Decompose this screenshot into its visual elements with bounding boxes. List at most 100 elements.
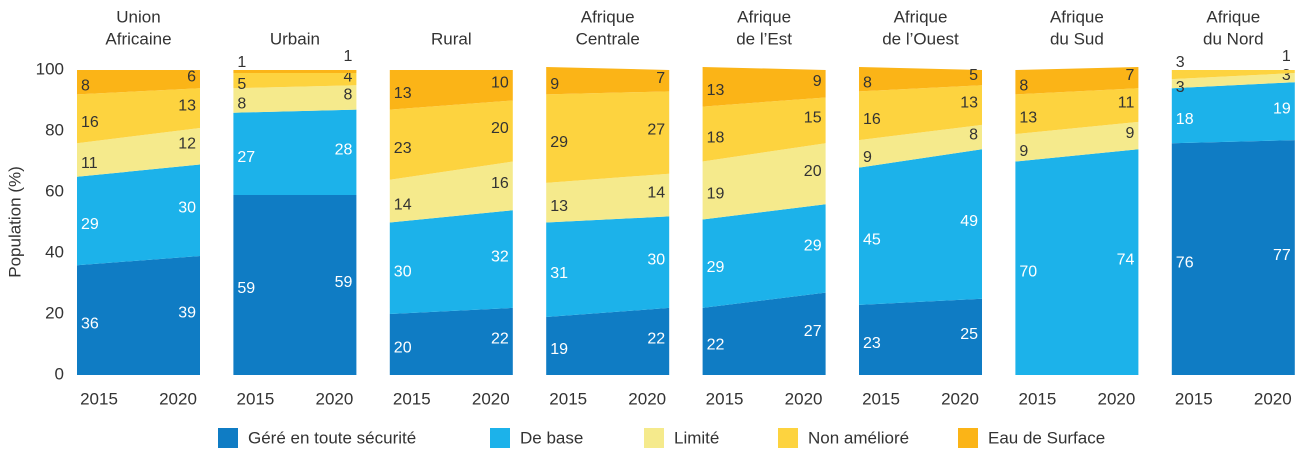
value-label: 7 bbox=[1125, 67, 1134, 84]
value-label: 20 bbox=[491, 120, 509, 137]
area-layer bbox=[77, 70, 200, 95]
x-tick-label: 2020 bbox=[472, 389, 510, 408]
legend-swatch bbox=[644, 428, 664, 448]
value-label: 9 bbox=[1125, 125, 1134, 142]
y-axis-label: Population (%) bbox=[5, 166, 24, 278]
value-label: 18 bbox=[707, 129, 725, 146]
value-label: 20 bbox=[804, 163, 822, 180]
area-layer bbox=[233, 70, 357, 74]
panel-title: Rural bbox=[431, 29, 472, 48]
value-label: 29 bbox=[804, 238, 822, 255]
panel-title: Centrale bbox=[576, 29, 640, 48]
value-label: 19 bbox=[707, 186, 725, 203]
y-tick-label: 40 bbox=[45, 242, 64, 261]
value-label: 10 bbox=[491, 74, 509, 91]
legend-label: De base bbox=[520, 428, 583, 447]
value-label: 1 bbox=[1282, 48, 1291, 65]
value-label: 29 bbox=[707, 259, 725, 276]
area-layer bbox=[702, 143, 826, 220]
value-label: 19 bbox=[550, 341, 568, 358]
panel-title: Afrique bbox=[1050, 7, 1104, 26]
value-label: 9 bbox=[813, 73, 822, 90]
x-tick-label: 2015 bbox=[549, 389, 587, 408]
area-layer bbox=[389, 161, 513, 223]
value-label: 9 bbox=[550, 76, 559, 93]
x-tick-label: 2015 bbox=[236, 389, 274, 408]
value-label: 16 bbox=[863, 111, 881, 128]
value-label: 15 bbox=[804, 110, 822, 127]
panel-title: Afrique bbox=[737, 7, 791, 26]
value-label: 28 bbox=[335, 142, 353, 159]
area-layer bbox=[233, 195, 357, 375]
area-layer bbox=[546, 307, 670, 375]
area-layer bbox=[702, 66, 826, 107]
value-label: 30 bbox=[178, 200, 196, 217]
value-label: 4 bbox=[343, 68, 352, 85]
value-label: 9 bbox=[1019, 143, 1028, 160]
value-label: 23 bbox=[863, 335, 881, 352]
area-layer bbox=[1015, 88, 1139, 135]
panel-title: de l’Est bbox=[736, 29, 792, 48]
value-label: 14 bbox=[647, 184, 665, 201]
panel-title: Africaine bbox=[105, 29, 171, 48]
area-layer bbox=[233, 85, 357, 113]
panel-title: Afrique bbox=[1206, 7, 1260, 26]
value-label: 14 bbox=[394, 196, 412, 213]
legend-swatch bbox=[218, 428, 238, 448]
value-label: 5 bbox=[237, 76, 246, 93]
value-label: 36 bbox=[81, 315, 99, 332]
value-label: 30 bbox=[394, 263, 412, 280]
value-label: 11 bbox=[81, 155, 98, 172]
y-tick-label: 80 bbox=[45, 120, 64, 139]
value-label: 3 bbox=[1282, 67, 1291, 84]
area-layer bbox=[77, 256, 200, 375]
value-label: 16 bbox=[81, 114, 99, 131]
area-layer bbox=[233, 73, 357, 89]
value-label: 27 bbox=[237, 149, 255, 166]
value-label: 20 bbox=[394, 340, 412, 357]
panel-title: Afrique bbox=[581, 7, 635, 26]
panel-title: Urbain bbox=[270, 29, 320, 48]
area-layer bbox=[389, 210, 513, 314]
value-label: 7 bbox=[656, 70, 665, 87]
area-layer bbox=[1171, 82, 1295, 144]
value-label: 29 bbox=[81, 216, 99, 233]
y-tick-label: 0 bbox=[55, 364, 64, 383]
area-layer bbox=[702, 292, 826, 375]
value-label: 22 bbox=[707, 337, 725, 354]
x-tick-label: 2015 bbox=[706, 389, 744, 408]
value-label: 27 bbox=[647, 122, 665, 139]
panel-title: de l’Ouest bbox=[882, 29, 959, 48]
value-label: 74 bbox=[1117, 251, 1135, 268]
legend-label: Non amélioré bbox=[808, 428, 909, 447]
area-layer bbox=[1015, 66, 1139, 95]
value-label: 13 bbox=[960, 94, 978, 111]
area-layer bbox=[859, 124, 982, 168]
value-label: 18 bbox=[1176, 111, 1194, 128]
y-tick-label: 100 bbox=[36, 59, 64, 78]
value-label: 22 bbox=[491, 331, 509, 348]
legend-swatch bbox=[490, 428, 510, 448]
value-label: 8 bbox=[863, 74, 872, 91]
value-label: 32 bbox=[491, 248, 509, 265]
x-tick-label: 2015 bbox=[80, 389, 118, 408]
x-tick-label: 2015 bbox=[1018, 389, 1056, 408]
value-label: 31 bbox=[550, 265, 568, 282]
area-layer bbox=[859, 149, 982, 305]
area-layer bbox=[1015, 121, 1139, 162]
x-tick-label: 2020 bbox=[628, 389, 666, 408]
area-layer bbox=[859, 66, 982, 92]
area-layer bbox=[233, 109, 357, 196]
x-tick-label: 2015 bbox=[862, 389, 900, 408]
area-layer bbox=[389, 100, 513, 180]
value-label: 77 bbox=[1273, 247, 1291, 264]
area-layer bbox=[1171, 70, 1295, 80]
area-layer bbox=[77, 88, 200, 144]
value-label: 27 bbox=[804, 323, 822, 340]
value-label: 9 bbox=[863, 149, 872, 166]
x-tick-label: 2015 bbox=[393, 389, 431, 408]
area-layer bbox=[546, 66, 670, 95]
value-label: 76 bbox=[1176, 254, 1194, 271]
value-label: 39 bbox=[178, 305, 196, 322]
value-label: 8 bbox=[1019, 77, 1028, 94]
